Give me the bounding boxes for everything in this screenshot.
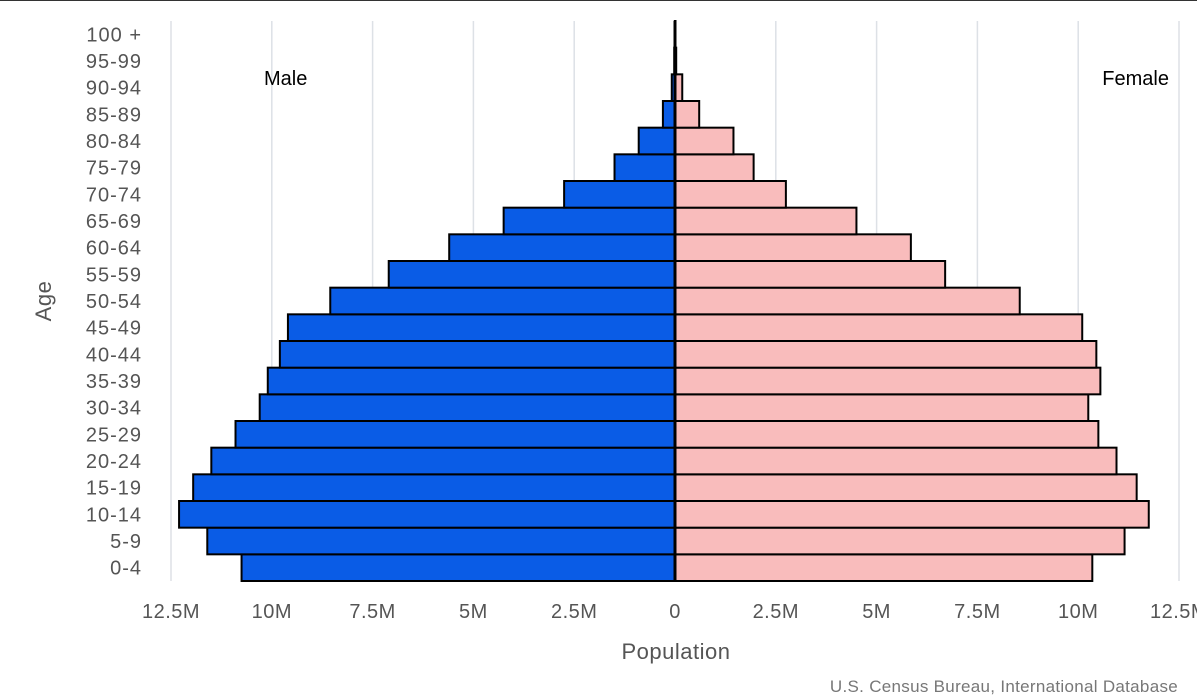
- male-bar: [329, 286, 676, 316]
- x-tick-label: 0: [669, 601, 681, 623]
- female-bar: [674, 446, 1118, 476]
- female-bar: [674, 366, 1102, 396]
- male-bar: [661, 100, 676, 129]
- age-tick-label: 15-19: [86, 478, 142, 500]
- age-tick-label: 0-4: [110, 558, 142, 580]
- age-tick-label: 10-14: [86, 504, 142, 526]
- age-tick-label: 30-34: [86, 398, 142, 420]
- age-tick-label: 35-39: [86, 371, 142, 393]
- x-tick-label: 7.5M: [954, 601, 1000, 623]
- female-bar: [674, 100, 701, 129]
- female-bar: [674, 473, 1138, 503]
- age-tick-label: 55-59: [86, 264, 142, 286]
- female-bar: [674, 206, 858, 236]
- x-tick-label: 12.5M: [142, 601, 200, 623]
- age-tick-label: 75-79: [86, 158, 142, 180]
- age-tick-label: 65-69: [86, 211, 142, 233]
- female-bar: [674, 313, 1084, 343]
- female-bar: [674, 393, 1090, 423]
- age-tick-label: 95-99: [86, 51, 142, 73]
- female-bar: [674, 260, 947, 289]
- y-axis-title: Age: [31, 281, 56, 322]
- age-tick-label: 20-24: [86, 451, 142, 473]
- female-bar: [674, 526, 1126, 556]
- x-tick-label: 5M: [459, 601, 488, 623]
- male-bar: [563, 180, 676, 209]
- female-bar: [674, 500, 1150, 529]
- x-tick-label: 10M: [1058, 601, 1098, 623]
- male-bar: [234, 420, 676, 449]
- female-bar: [674, 420, 1100, 449]
- female-bar: [674, 340, 1098, 369]
- x-tick-label: 2.5M: [551, 601, 597, 623]
- age-tick-labels: 0-4 5-9 10-14 15-19 20-24 25-29 30-34 35-39 40-4…: [86, 24, 142, 580]
- male-bar: [278, 340, 676, 369]
- male-bar: [613, 153, 677, 182]
- age-tick-label: 100 +: [86, 24, 142, 46]
- x-tick-label: 12.5M: [1150, 601, 1197, 623]
- age-tick-label: 50-54: [86, 291, 142, 313]
- male-bar: [240, 553, 676, 582]
- x-tick-label: 7.5M: [349, 601, 395, 623]
- female-label: Female: [1102, 68, 1169, 90]
- age-tick-label: 80-84: [86, 131, 142, 153]
- age-tick-label: 40-44: [86, 344, 142, 366]
- male-bar: [266, 366, 676, 396]
- male-label: Male: [264, 68, 307, 90]
- male-bar: [178, 500, 676, 529]
- male-bar: [387, 260, 676, 289]
- age-tick-label: 60-64: [86, 238, 142, 260]
- age-tick-label: 90-94: [86, 78, 142, 100]
- x-tick-label: 2.5M: [753, 601, 799, 623]
- female-bar: [674, 153, 755, 182]
- male-bar: [258, 393, 676, 423]
- x-tick-label: 5M: [862, 601, 891, 623]
- male-bar: [192, 473, 676, 503]
- age-tick-label: 45-49: [86, 318, 142, 340]
- male-bar: [502, 206, 677, 236]
- female-bar: [674, 286, 1021, 316]
- male-bar: [637, 126, 676, 156]
- x-tick-labels: 12.5M 10M 7.5M 5M 2.5M 0 2.5M 5M 7.5M 10M 12.5M: [142, 601, 1197, 623]
- age-tick-label: 70-74: [86, 184, 142, 206]
- female-bar: [674, 233, 912, 262]
- source-credit: U.S. Census Bureau, International Databa…: [830, 677, 1178, 696]
- x-tick-label: 10M: [252, 601, 292, 623]
- male-bar: [206, 526, 676, 556]
- male-bar: [286, 313, 676, 343]
- x-axis-title: Population: [622, 639, 731, 664]
- bars: [178, 20, 1150, 582]
- male-bar: [210, 446, 676, 476]
- age-tick-label: 25-29: [86, 424, 142, 446]
- female-bar: [674, 553, 1094, 582]
- female-bar: [674, 126, 735, 156]
- age-tick-label: 85-89: [86, 104, 142, 126]
- male-bar: [448, 233, 677, 262]
- age-tick-label: 5-9: [110, 531, 142, 553]
- female-bar: [674, 180, 787, 209]
